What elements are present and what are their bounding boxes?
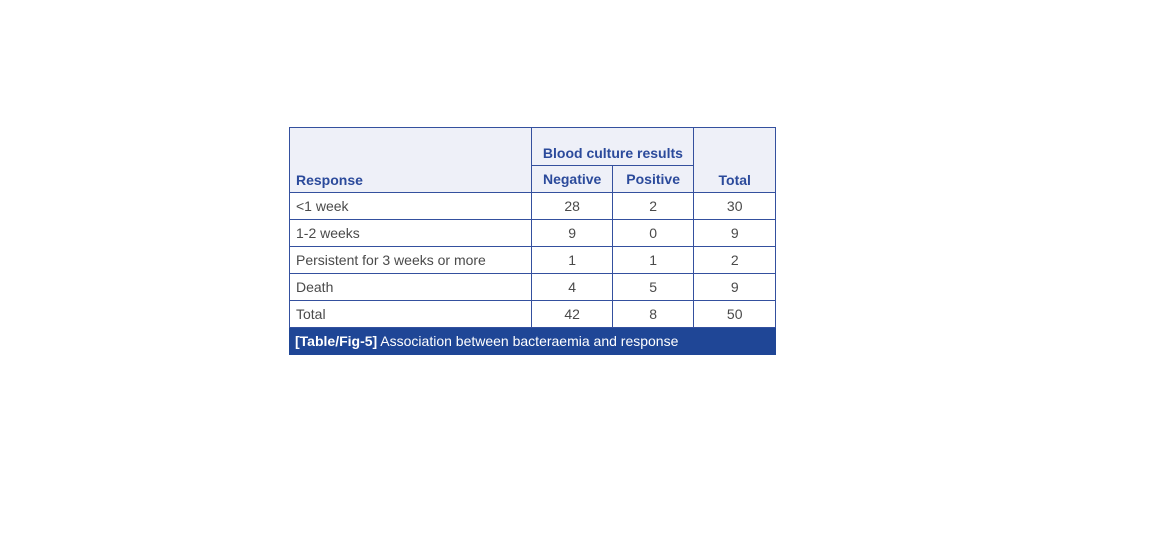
table-row: Persistent for 3 weeks or more 1 1 2 (288, 246, 776, 274)
cell-positive: 0 (611, 219, 695, 247)
cell-total: 9 (693, 273, 776, 301)
table-row: Death 4 5 9 (288, 273, 776, 301)
header-blood-culture-results: Blood culture results (531, 127, 695, 166)
table-row: 1-2 weeks 9 0 9 (288, 219, 776, 247)
cell-response: <1 week (288, 192, 533, 220)
cell-negative: 42 (531, 300, 613, 328)
cell-negative: 28 (531, 192, 613, 220)
caption-label: [Table/Fig-5] (295, 333, 378, 349)
results-table-figure: Response Blood culture results Total Neg… (288, 127, 776, 355)
header-positive: Positive (611, 165, 695, 193)
table-caption: [Table/Fig-5] Association between bacter… (289, 328, 776, 355)
cell-negative: 4 (531, 273, 613, 301)
header-total: Total (693, 127, 776, 193)
cell-negative: 9 (531, 219, 613, 247)
header-negative: Negative (531, 165, 613, 193)
caption-text: Association between bacteraemia and resp… (377, 333, 679, 349)
table-row: <1 week 28 2 30 (288, 192, 776, 220)
cell-total: 30 (693, 192, 776, 220)
cell-response: Persistent for 3 weeks or more (288, 246, 533, 274)
header-response: Response (288, 127, 533, 193)
cell-response: 1-2 weeks (288, 219, 533, 247)
cell-negative: 1 (531, 246, 613, 274)
cell-total: 9 (693, 219, 776, 247)
cell-positive: 8 (611, 300, 695, 328)
cell-positive: 5 (611, 273, 695, 301)
table-row: Total 42 8 50 (288, 300, 776, 328)
cell-response: Death (288, 273, 533, 301)
cell-response: Total (288, 300, 533, 328)
cell-total: 2 (693, 246, 776, 274)
cell-positive: 1 (611, 246, 695, 274)
cell-positive: 2 (611, 192, 695, 220)
cell-total: 50 (693, 300, 776, 328)
results-table: Response Blood culture results Total Neg… (288, 127, 776, 328)
